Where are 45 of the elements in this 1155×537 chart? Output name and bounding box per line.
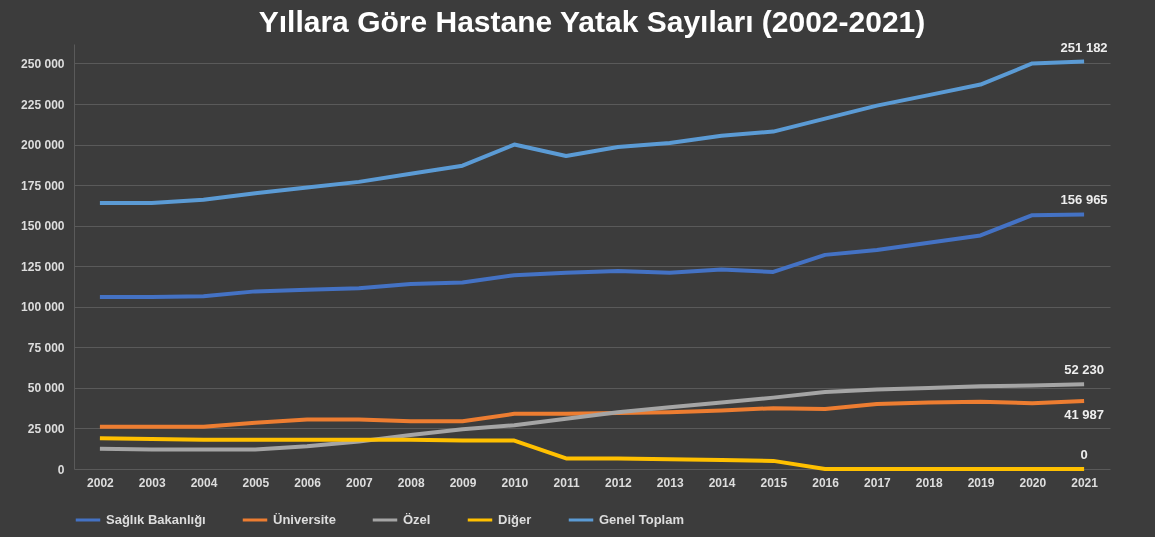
x-tick-label: 2007 [346,475,374,490]
x-tick-label: 2009 [449,475,477,490]
x-tick-label: 2004 [190,475,218,490]
x-tick-label: 2003 [138,475,166,490]
y-tick-label: 125 000 [21,259,65,274]
chart-title: Yıllara Göre Hastane Yatak Sayıları (2002-2021) [258,4,926,38]
data-label: 251 182 [1060,39,1108,55]
y-tick-label: 75 000 [27,340,65,355]
legend-label: Sağlık Bakanlığı [106,512,206,527]
y-tick-label: 150 000 [21,219,65,234]
legend-label: Özel [403,512,431,527]
x-tick-label: 2006 [294,475,322,490]
data-label: 0 [1080,447,1088,462]
y-tick-label: 0 [57,462,65,477]
x-tick-label: 2010 [501,475,529,490]
x-tick-label: 2011 [553,475,580,490]
x-tick-label: 2021 [1071,475,1099,490]
y-tick-label: 175 000 [21,178,65,193]
y-tick-label: 25 000 [27,421,65,436]
x-tick-label: 2014 [708,475,736,490]
x-tick-label: 2012 [605,475,633,490]
x-tick-label: 2018 [915,475,943,490]
y-tick-label: 225 000 [21,97,65,112]
line-series [97,59,1087,205]
y-tick-label: 250 000 [21,56,65,71]
legend-label: Diğer [498,512,532,527]
y-tick-label: 200 000 [21,138,65,153]
legend-label: Üniversite [273,512,336,527]
x-tick-label: 2002 [87,475,115,490]
x-tick-label: 2016 [812,475,840,490]
x-tick-label: 2008 [397,475,425,490]
data-label: 41 987 [1064,406,1104,422]
line-series [97,212,1087,300]
x-tick-label: 2015 [760,475,788,490]
y-tick-label: 100 000 [21,300,65,315]
x-tick-label: 2005 [242,475,270,490]
x-tick-label: 2020 [1019,475,1047,490]
data-label: 156 965 [1060,192,1108,208]
x-tick-label: 2013 [656,475,684,490]
data-label: 52 230 [1064,362,1104,378]
y-tick-label: 50 000 [27,381,65,396]
x-tick-label: 2017 [864,475,892,490]
line-series [97,436,1087,471]
x-tick-label: 2019 [967,475,995,490]
legend-label: Genel Toplam [599,512,684,527]
